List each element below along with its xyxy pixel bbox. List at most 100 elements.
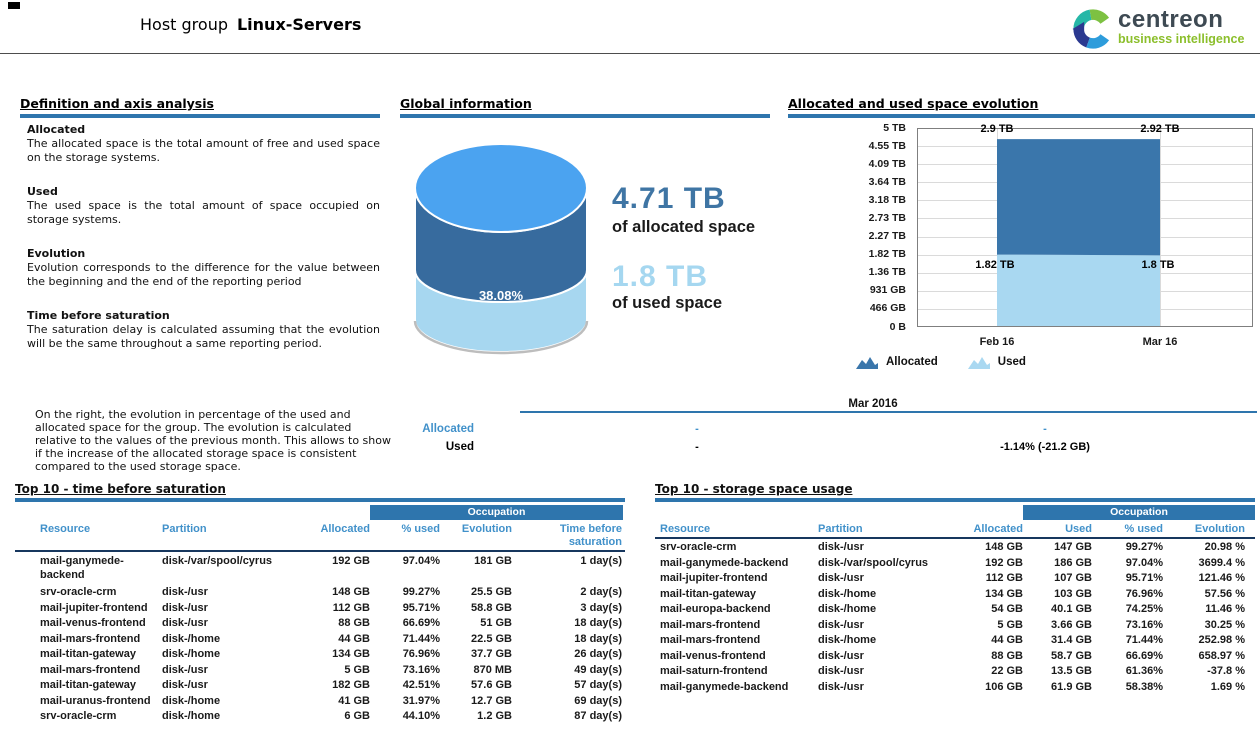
allocated-space-value: 4.71 TB [612, 182, 726, 215]
table-cell: 12.7 GB [471, 694, 512, 707]
table-cell: disk-/usr [818, 541, 864, 553]
table-cell: mail-titan-gateway [40, 679, 136, 691]
table-row: mail-mars-frontend disk-/usr 5 GB 73.16% 870… [15, 663, 625, 679]
column-header: % used [1124, 523, 1163, 535]
table-cell: disk-/var/spool/cyrus [162, 555, 273, 567]
table-cell: mail-saturn-frontend [660, 665, 768, 677]
table-cell: disk-/home [162, 632, 221, 645]
usage-table-title-bar: Top 10 - storage space usage [655, 478, 1255, 502]
table-cell: 1.69 % [1210, 680, 1245, 693]
table-cell: 49 day(s) [574, 663, 622, 676]
table-cell: mail-uranus-frontend [40, 694, 151, 707]
y-tick-label: 3.64 TB [868, 175, 906, 188]
table-row: mail-mars-frontend disk-/home 44 GB 31.4 GB… [655, 633, 1255, 649]
month-header-rule [520, 411, 1257, 413]
table-row: mail-venus-frontend disk-/usr 88 GB 66.69% 5… [15, 616, 625, 632]
column-header: Allocated [973, 523, 1023, 535]
table-cell: disk-/home [818, 587, 877, 600]
table-cell: 31.4 GB [1051, 634, 1092, 646]
saturation-table-title: Top 10 - time before saturation [15, 482, 226, 496]
usage-table: Top 10 - storage space usage Occupation … [655, 478, 1255, 708]
table-cell: disk-/usr [162, 601, 208, 614]
page-title: Host group Linux-Servers [140, 15, 361, 34]
table-cell: 252.98 % [1198, 634, 1245, 646]
area-series-icon [856, 357, 878, 369]
table-row: mail-europa-backend disk-/home 54 GB 40.1 G… [655, 602, 1255, 618]
column-header: Resource [40, 523, 91, 535]
table-cell: 54 GB [991, 603, 1023, 615]
table-cell: 181 GB [474, 555, 512, 567]
table-cell: 30.25 % [1204, 618, 1245, 631]
y-tick-label: 4.09 TB [868, 157, 906, 170]
column-header: Partition [162, 523, 207, 535]
saturation-table: Top 10 - time before saturation Occupati… [15, 478, 625, 738]
table-row: srv-oracle-crm disk-/usr 148 GB 99.27% 25.5 … [15, 585, 625, 601]
table-cell: 95.71% [1125, 572, 1163, 584]
table-cell: 87 day(s) [574, 710, 622, 722]
table-cell: 2 day(s) [580, 586, 622, 598]
evolution-note: On the right, the evolution in percentag… [35, 408, 391, 473]
column-header: Time before saturation [559, 523, 622, 548]
definition-term: Time before saturation [27, 309, 170, 322]
allocated-space-label: of allocated space [612, 218, 756, 236]
table-cell: 97.04% [1125, 556, 1163, 569]
table-cell: 42.51% [402, 679, 440, 691]
global-info-section-title: Global information [400, 96, 532, 111]
table-cell: 40.1 GB [1051, 603, 1092, 615]
table-cell: 99.27% [1125, 541, 1163, 553]
table-cell: 870 MB [473, 663, 512, 676]
table-cell: 658.97 % [1198, 649, 1245, 662]
header-divider [0, 53, 1260, 54]
month-header: Mar 2016 [848, 398, 898, 410]
table-cell: 25.5 GB [471, 586, 512, 598]
table-cell: 148 GB [985, 541, 1023, 553]
column-header: Resource [660, 523, 711, 535]
table-cell: 58.8 GB [471, 601, 512, 614]
y-tick-label: 0 B [889, 320, 906, 333]
table-cell: 13.5 GB [1051, 665, 1092, 677]
stacked-area [997, 139, 1160, 326]
occupation-band: Occupation [1023, 505, 1255, 520]
table-cell: disk-/usr [162, 663, 208, 676]
table-cell: 106 GB [985, 680, 1023, 693]
summary-allocated-col1: - [695, 423, 699, 435]
table-cell: 97.04% [402, 555, 440, 567]
table-row: srv-oracle-crm disk-/usr 148 GB 147 GB 99.27… [655, 540, 1255, 556]
table-cell: disk-/home [162, 710, 221, 722]
gridline [1160, 129, 1161, 326]
table-cell: mail-mars-frontend [660, 634, 761, 646]
table-cell: 88 GB [991, 649, 1023, 662]
usage-table-body: srv-oracle-crm disk-/usr 148 GB 147 GB 99.27… [655, 540, 1255, 695]
table-row: mail-titan-gateway disk-/home 134 GB 103 GB… [655, 587, 1255, 603]
used-percentage-label: 38.08% [479, 288, 524, 303]
storage-cylinder-chart: 38.08% [413, 140, 589, 360]
table-cell: 192 GB [332, 555, 370, 567]
allocated-area [997, 139, 1160, 256]
table-cell: mail-titan-gateway [40, 648, 136, 660]
legend-label: Allocated [886, 356, 938, 368]
table-row: mail-jupiter-frontend disk-/usr 112 GB 95.7… [15, 601, 625, 617]
table-cell: mail-titan-gateway [660, 587, 756, 600]
evolution-section-title: Allocated and used space evolution [788, 96, 1039, 111]
data-label: 1.8 TB [1141, 259, 1175, 272]
table-cell: mail-mars-frontend [40, 632, 141, 645]
table-cell: mail-ganymede-backend [660, 556, 789, 569]
table-cell: 76.96% [1125, 587, 1163, 600]
table-cell: 1.2 GB [477, 710, 512, 722]
y-tick-label: 2.27 TB [868, 230, 906, 243]
table-cell: 112 GB [985, 572, 1023, 584]
evolution-section-header: Allocated and used space evolution [788, 93, 1255, 118]
table-cell: mail-jupiter-frontend [660, 572, 768, 584]
table-row: mail-ganymede-backend disk-/var/spool/cyr… [655, 556, 1255, 572]
usage-table-header: Resource Partition Allocated Used % used… [655, 522, 1255, 539]
table-cell: disk-/usr [818, 665, 864, 677]
table-cell: 66.69% [402, 617, 440, 629]
summary-allocated-col2: - [1043, 423, 1047, 435]
table-cell: 57.56 % [1204, 587, 1245, 600]
y-tick-label: 5 TB [883, 121, 906, 134]
table-row: srv-oracle-crm disk-/home 6 GB 44.10% 1.2 GB… [15, 709, 625, 725]
centreon-logo: centreon business intelligence [1072, 8, 1254, 50]
table-cell: disk-/usr [162, 586, 208, 598]
saturation-table-body: mail-ganymede-backend disk-/var/spool/cyr… [15, 554, 625, 725]
